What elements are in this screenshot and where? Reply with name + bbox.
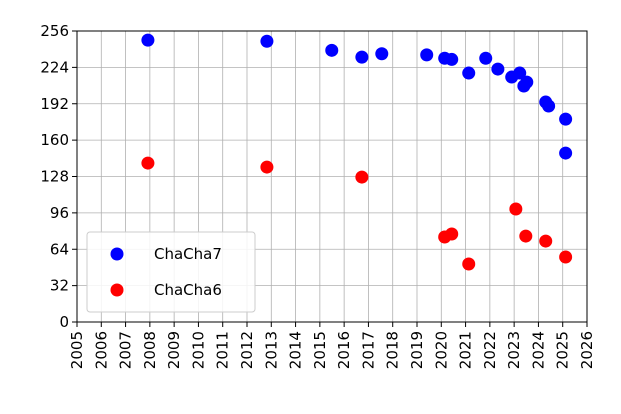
point xyxy=(355,170,369,184)
legend-marker xyxy=(110,283,124,297)
x-tick-label: 2023 xyxy=(505,331,523,369)
x-tick-label: 2019 xyxy=(408,331,426,369)
point xyxy=(462,257,476,271)
legend-box xyxy=(86,231,256,313)
point xyxy=(479,51,493,65)
x-tick-label: 2013 xyxy=(262,331,280,369)
y-tick-label: 0 xyxy=(59,313,69,331)
point xyxy=(445,227,459,241)
x-tick-label: 2015 xyxy=(311,331,329,369)
x-tick-label: 2021 xyxy=(457,331,475,369)
x-tick-label: 2012 xyxy=(238,331,256,369)
point xyxy=(260,160,274,174)
plot-frame xyxy=(76,30,588,323)
x-tick-label: 2011 xyxy=(214,331,232,369)
point xyxy=(559,112,573,126)
point xyxy=(559,250,573,264)
point xyxy=(559,146,573,160)
point xyxy=(355,50,369,64)
y-tick-label: 32 xyxy=(50,277,69,295)
point xyxy=(513,66,527,80)
x-tick-label: 2010 xyxy=(189,331,207,369)
x-tick-label: 2005 xyxy=(68,331,86,369)
x-tick-label: 2009 xyxy=(165,331,183,369)
x-tick-label: 2007 xyxy=(117,331,135,369)
legend-label: ChaCha6 xyxy=(154,281,222,299)
point xyxy=(491,62,505,76)
x-tick-label: 2024 xyxy=(529,331,547,369)
x-tick-label: 2016 xyxy=(335,331,353,369)
point xyxy=(141,33,155,47)
legend: ChaCha7 ChaCha6 xyxy=(86,231,256,313)
y-tick-label: 128 xyxy=(40,168,69,186)
x-tick-label: 2020 xyxy=(432,331,450,369)
point xyxy=(420,48,434,62)
x-tick-label: 2017 xyxy=(359,331,377,369)
point xyxy=(141,156,155,170)
point xyxy=(462,66,476,80)
point xyxy=(325,43,339,57)
y-tick-label: 192 xyxy=(40,95,69,113)
legend-marker xyxy=(110,247,124,261)
point xyxy=(542,99,556,113)
point xyxy=(539,234,553,248)
y-tick-label: 224 xyxy=(40,58,69,76)
legend-label: ChaCha7 xyxy=(154,245,222,263)
point xyxy=(375,47,389,61)
x-tick-label: 2026 xyxy=(578,331,596,369)
point xyxy=(520,75,534,89)
point xyxy=(260,34,274,48)
x-tick-label: 2008 xyxy=(141,331,159,369)
x-tick-label: 2022 xyxy=(481,331,499,369)
point xyxy=(519,229,533,243)
x-tick-label: 2018 xyxy=(384,331,402,369)
y-tick-label: 256 xyxy=(40,22,69,40)
x-tick-label: 2006 xyxy=(92,331,110,369)
x-tick-label: 2014 xyxy=(287,331,305,369)
y-tick-label: 160 xyxy=(40,131,69,149)
y-tick-label: 64 xyxy=(50,240,69,258)
y-tick-label: 96 xyxy=(50,204,69,222)
point xyxy=(445,52,459,66)
point xyxy=(509,202,523,216)
x-tick-label: 2025 xyxy=(554,331,572,369)
